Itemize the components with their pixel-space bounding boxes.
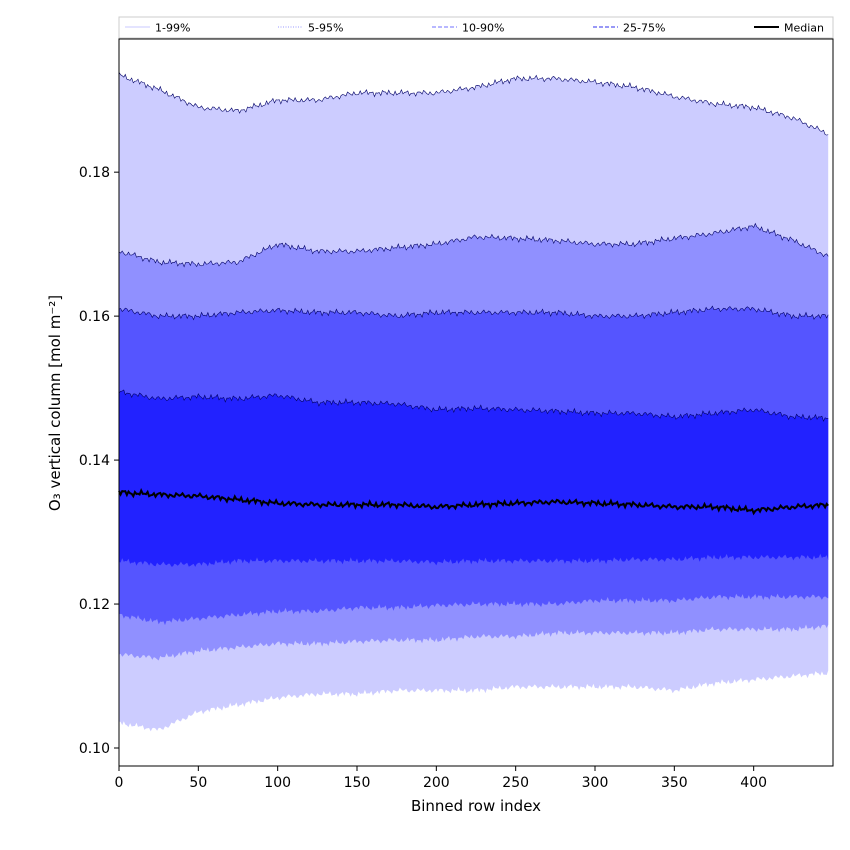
x-tick-label: 250 [502,775,529,791]
legend-label: 1-99% [155,22,190,35]
band-25-75% [119,390,829,567]
y-tick-label: 0.18 [79,165,110,181]
x-tick-label: 50 [189,775,207,791]
x-tick-label: 200 [423,775,450,791]
y-tick-label: 0.10 [79,741,110,757]
y-tick-label: 0.16 [79,309,110,325]
x-tick-label: 150 [344,775,371,791]
median-line [118,488,829,516]
x-tick-label: 350 [661,775,688,791]
band-upper-edge-10-90% [118,305,829,321]
legend: 1-99% 5-95% 10-90% 25-75% Median [118,16,834,39]
x-tick-label: 100 [264,775,291,791]
legend-label: 5-95% [308,22,343,35]
y-tick-label: 0.14 [79,453,110,469]
legend-label: 10-90% [462,22,504,35]
x-axis: 0 50 100 150 200 250 300 350 400 [115,766,767,791]
percentile-bands [118,72,829,732]
x-tick-label: 300 [582,775,609,791]
band-upper-edge-5-95% [118,222,829,268]
y-axis-label: O₃ vertical column [mol m⁻²] [46,295,64,511]
legend-label: 25-75% [623,22,665,35]
plot-frame [118,38,834,767]
median-layer [118,488,829,516]
x-axis-label: Binned row index [411,797,541,815]
legend-label: Median [784,22,824,35]
band-upper-edge-25-75% [118,389,829,422]
x-tick-label: 0 [115,775,124,791]
legend-box [118,16,834,39]
y-tick-label: 0.12 [79,597,110,613]
band-upper-edge-1-99% [118,72,829,136]
y-axis: 0.10 0.12 0.14 0.16 0.18 [79,165,119,757]
x-tick-label: 400 [740,775,767,791]
